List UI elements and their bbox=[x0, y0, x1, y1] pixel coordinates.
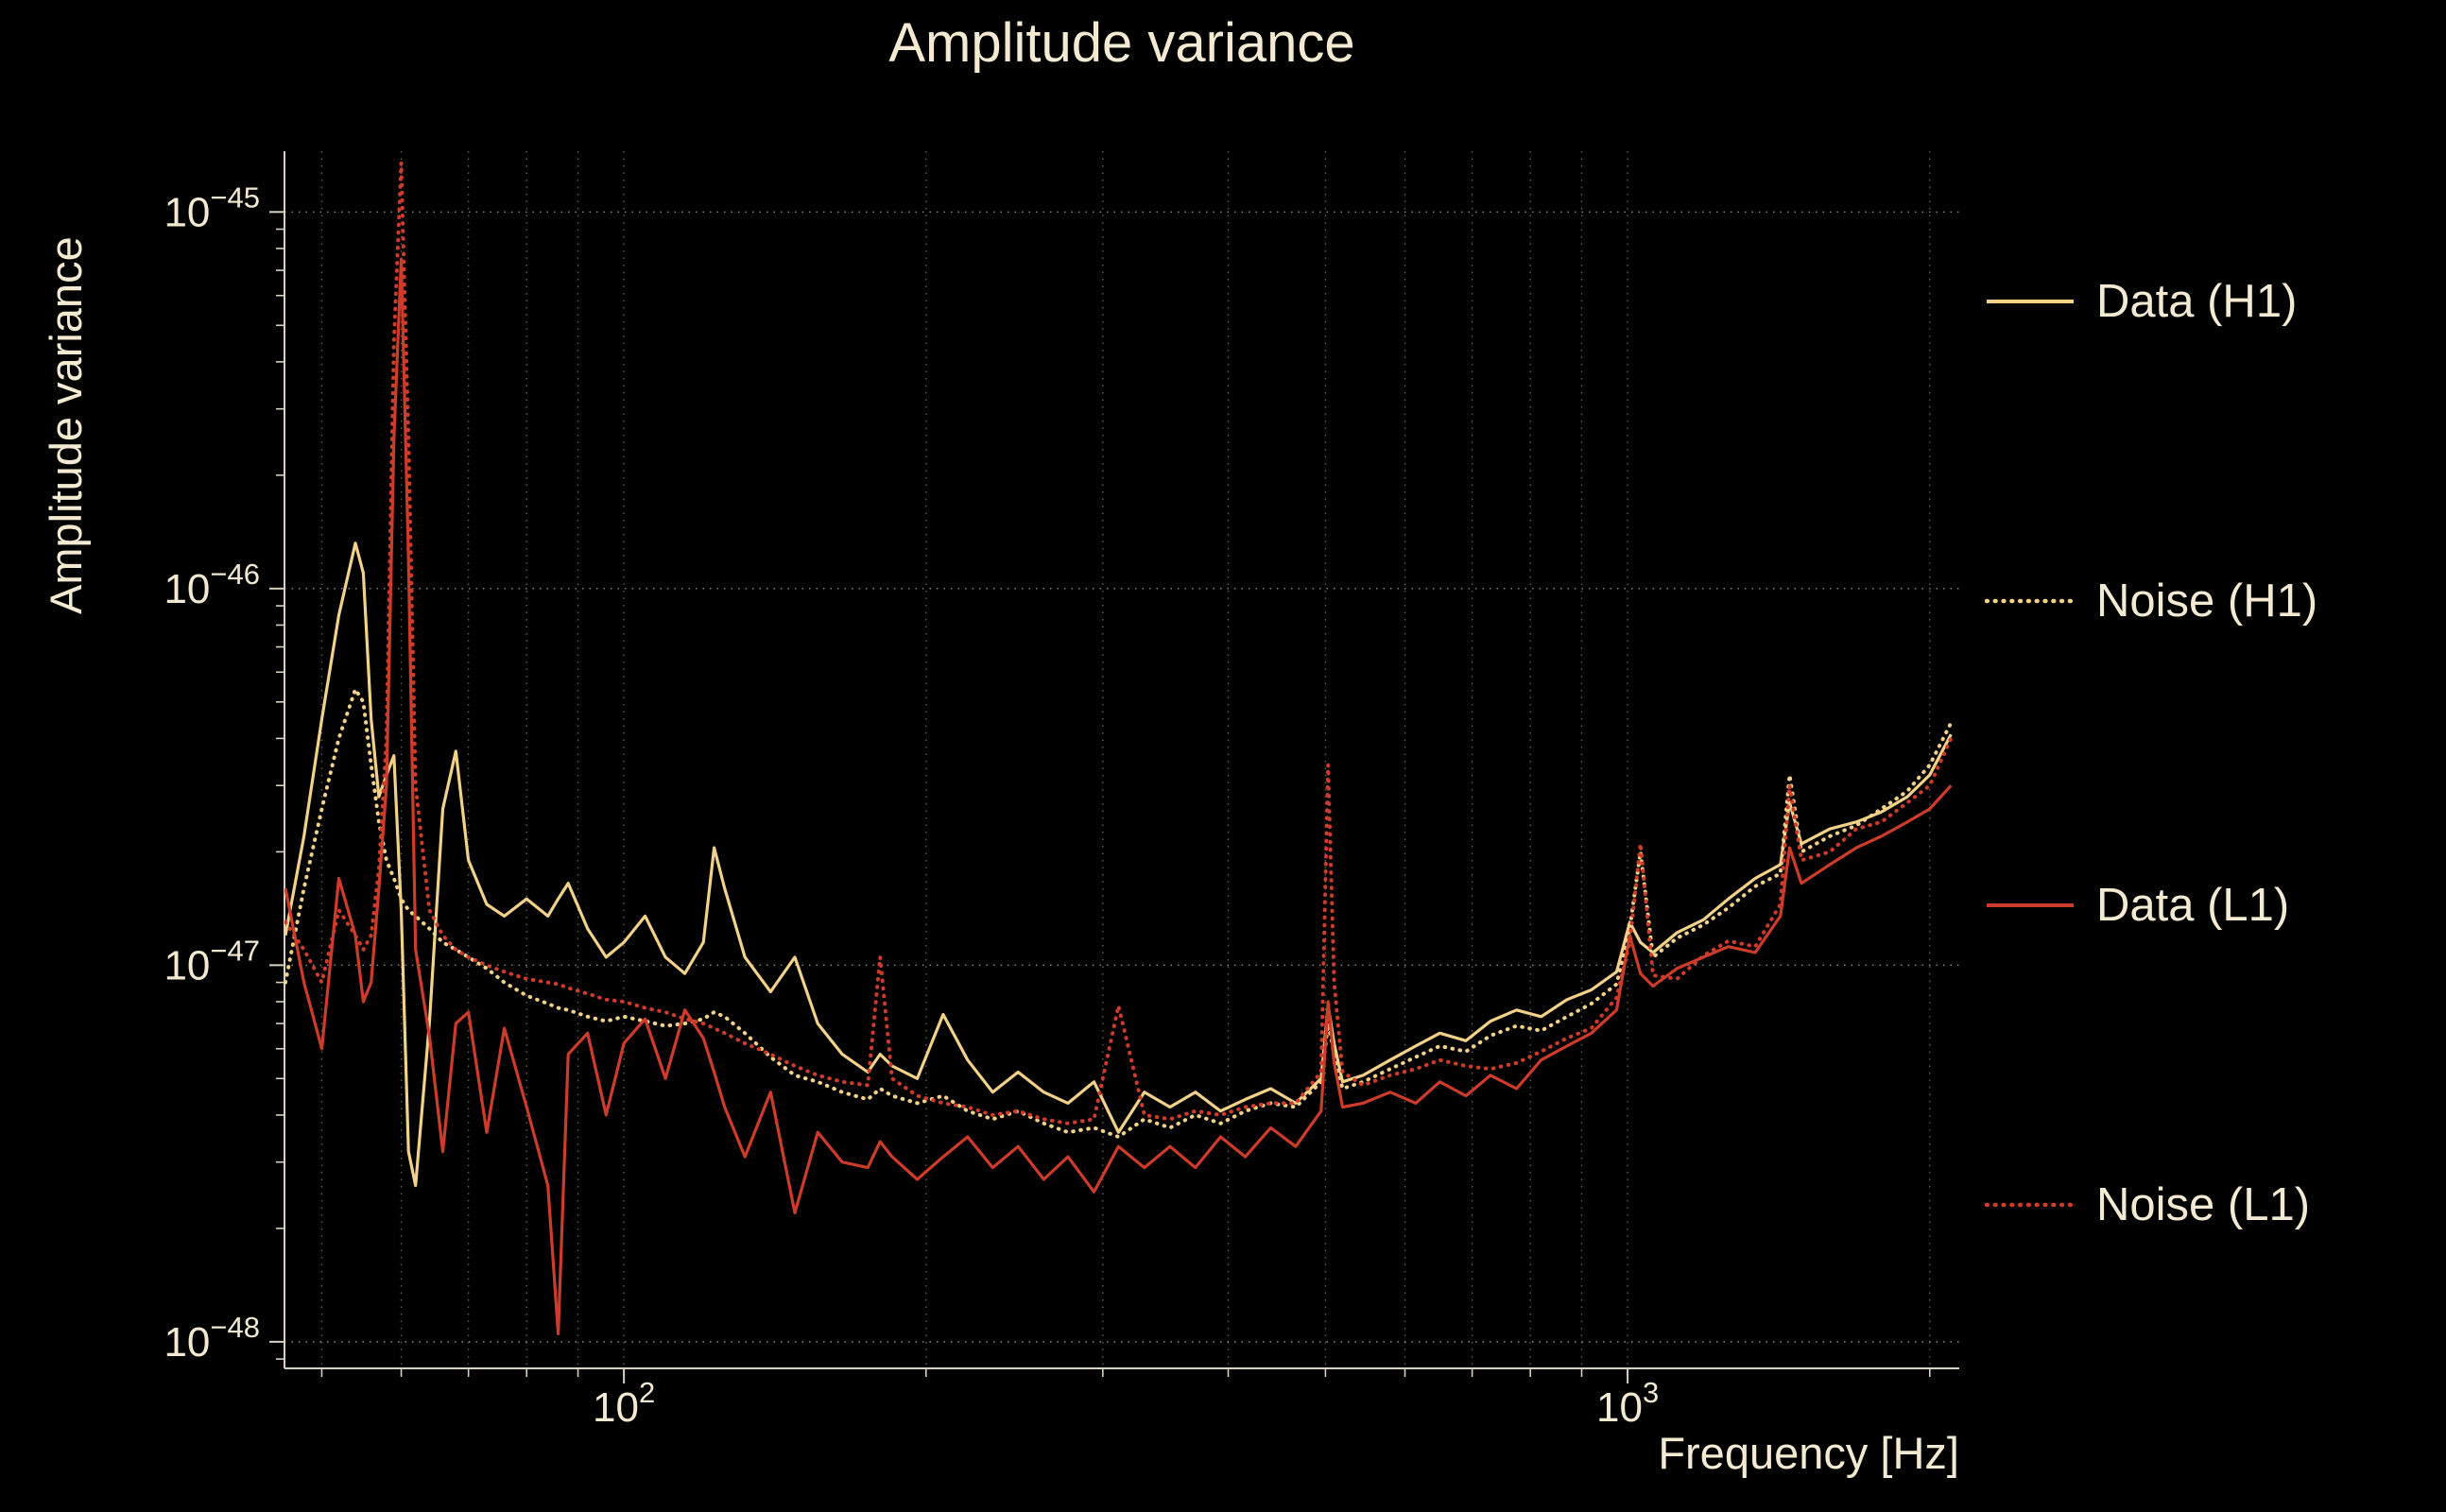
x-axis-label: Frequency [Hz] bbox=[1658, 1428, 1959, 1478]
chart-title: Amplitude variance bbox=[888, 12, 1355, 74]
tick-label: 10−48 bbox=[164, 1311, 260, 1366]
tick-label: 10−47 bbox=[164, 934, 260, 988]
gridlines bbox=[284, 151, 1959, 1368]
tick-label: 102 bbox=[593, 1376, 655, 1431]
legend-entry-noise-l1: Noise (L1) bbox=[1985, 1175, 2310, 1235]
legend-entry-data-l1: Data (L1) bbox=[1985, 875, 2289, 936]
legend-label-noise-h1: Noise (H1) bbox=[2096, 576, 2318, 627]
legend-swatch-noise-l1 bbox=[1985, 1202, 2076, 1208]
legend-label-noise-l1: Noise (L1) bbox=[2096, 1179, 2311, 1230]
series-data-h1 bbox=[284, 541, 1953, 1188]
tick-label: 10−46 bbox=[164, 558, 260, 612]
axes bbox=[269, 151, 1959, 1383]
tick-labels: 10−45 10−46 10−47 10−48 102 103 bbox=[164, 180, 1659, 1431]
series-noise-h1 bbox=[284, 687, 1954, 1139]
legend-entry-data-h1: Data (H1) bbox=[1985, 271, 2297, 332]
series-lines bbox=[284, 161, 1954, 1336]
legend-swatch-data-h1 bbox=[1987, 300, 2074, 303]
legend-label-data-h1: Data (H1) bbox=[2096, 276, 2298, 327]
tick-label: 103 bbox=[1596, 1376, 1659, 1431]
series-data-l1 bbox=[284, 257, 1953, 1336]
series-noise-l1 bbox=[284, 161, 1954, 1125]
tick-label: 10−45 bbox=[164, 180, 260, 235]
legend-swatch-noise-h1 bbox=[1985, 598, 2076, 604]
legend-swatch-data-l1 bbox=[1987, 903, 2074, 907]
legend: Data (H1) Noise (H1) Data (L1) Noise (L1… bbox=[1985, 0, 2446, 1512]
legend-label-data-l1: Data (L1) bbox=[2096, 880, 2290, 931]
legend-entry-noise-h1: Noise (H1) bbox=[1985, 571, 2317, 631]
